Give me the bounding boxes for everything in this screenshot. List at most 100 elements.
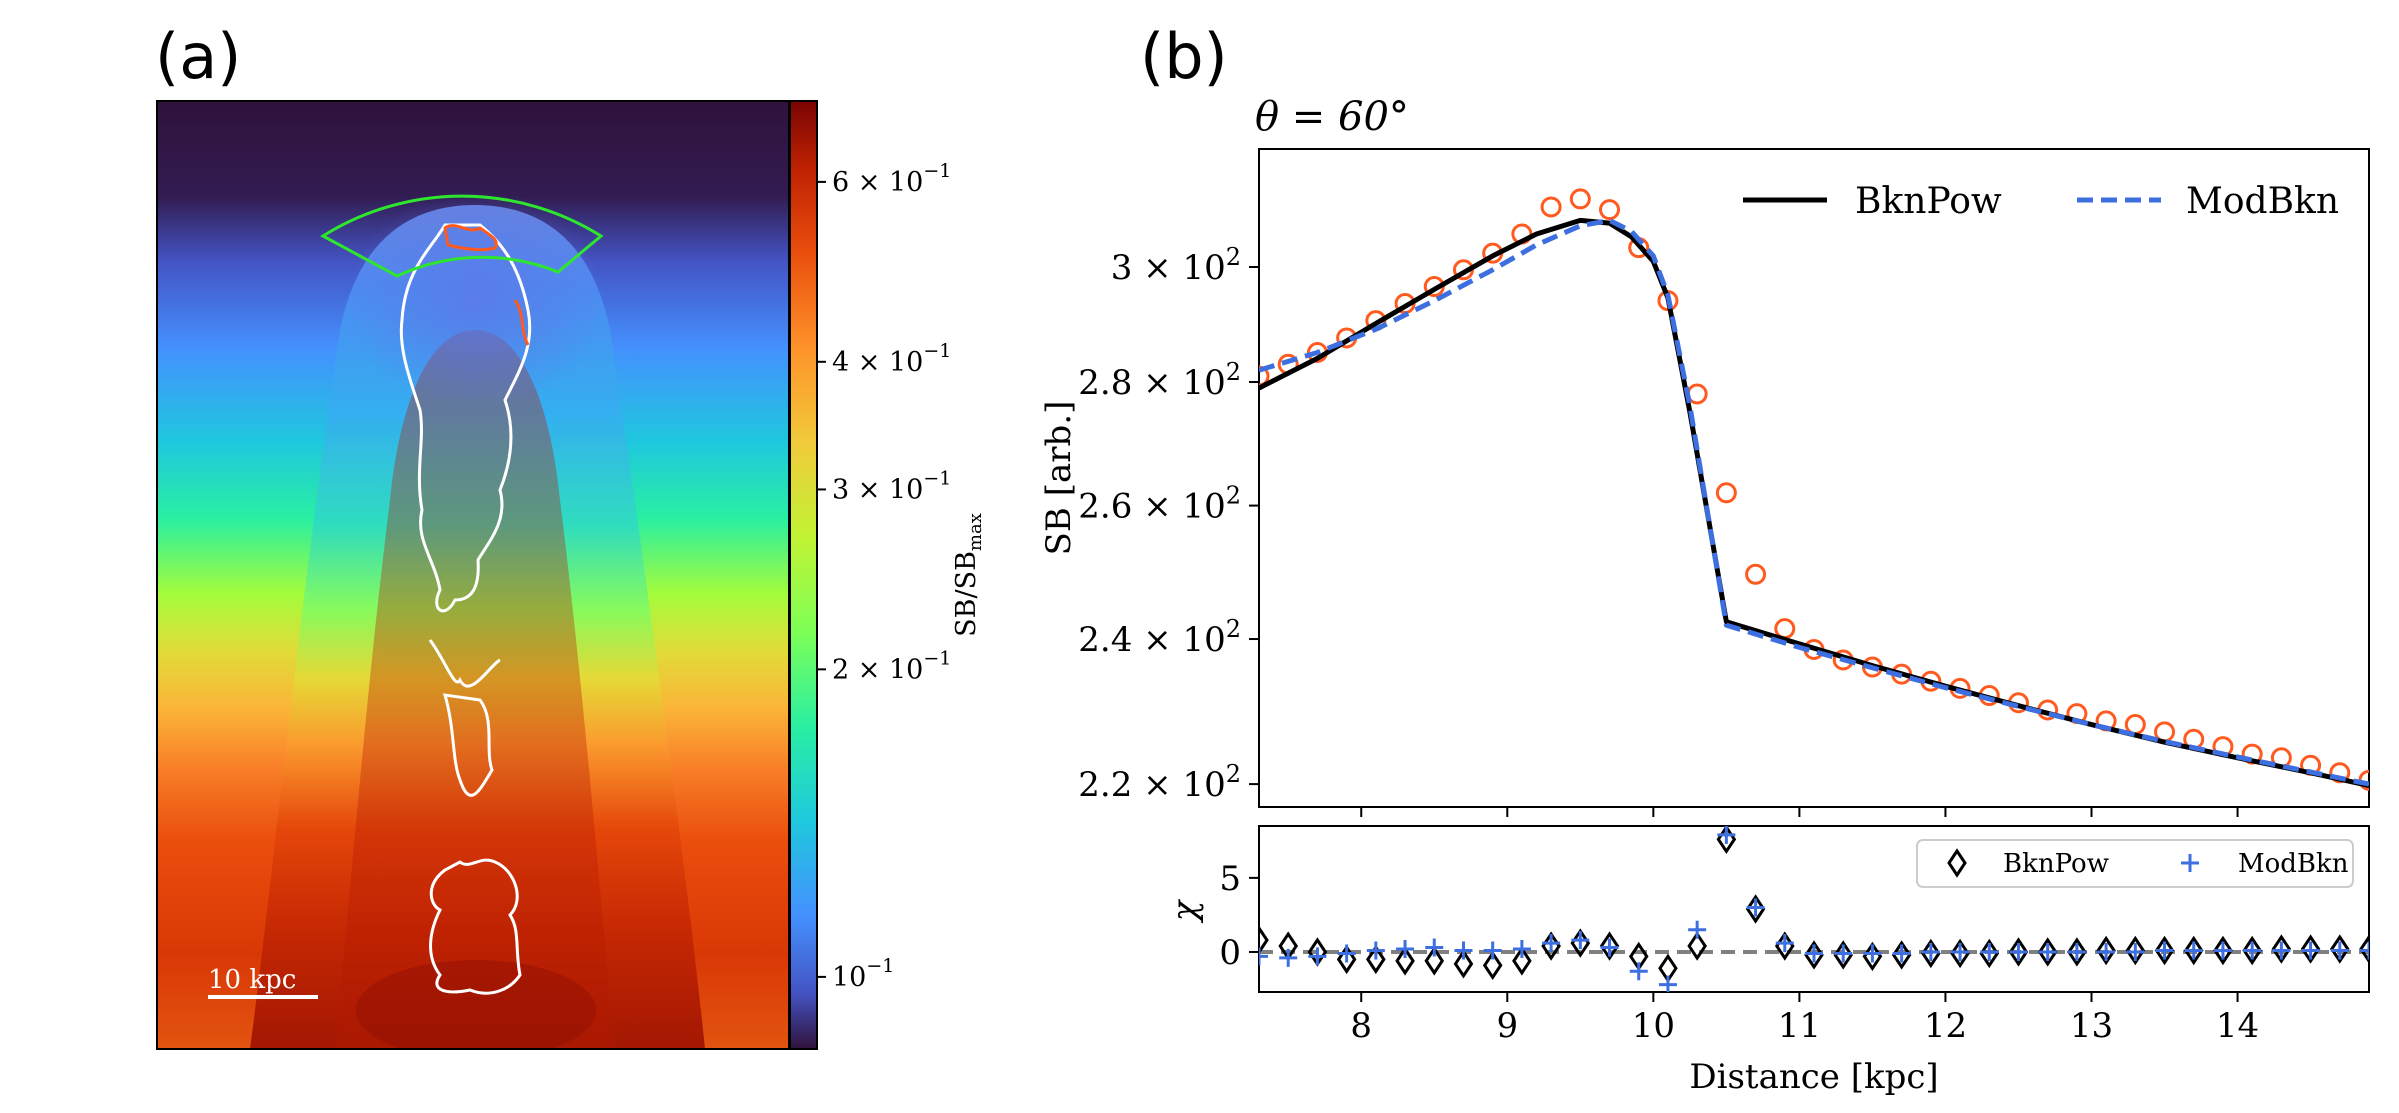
chi-bknpow-marker xyxy=(1395,946,1415,976)
legend-bknpow-label: BknPow xyxy=(1855,181,2002,222)
chi-bknpow-marker xyxy=(1804,940,1824,970)
data-point-circle xyxy=(1259,365,1270,387)
data-point-circle xyxy=(1540,196,1562,218)
chi-bknpow-marker xyxy=(1950,938,1970,969)
chi-modbkn-marker xyxy=(2213,941,2232,960)
chi-bknpow-marker xyxy=(1833,940,1854,970)
top-ytick-label: 2.2 × 102 xyxy=(1078,760,1241,805)
xtick-label: 13 xyxy=(2070,1006,2113,1046)
chi-modbkn-marker xyxy=(1805,944,1823,963)
chi-modbkn-marker xyxy=(2243,941,2262,960)
chi-bknpow-marker xyxy=(1366,944,1386,975)
chi-bknpow-marker xyxy=(1259,925,1269,955)
legend-modbkn-marker xyxy=(2181,854,2199,872)
chi-modbkn-marker xyxy=(2360,941,2369,960)
chi-modbkn-marker xyxy=(2155,941,2174,960)
chi-bknpow-marker xyxy=(1979,938,2000,969)
chi-bknpow-marker xyxy=(2329,934,2350,964)
top-ytick-label: 3 × 102 xyxy=(1111,243,1241,288)
chi-modbkn-marker xyxy=(2009,942,2028,961)
chi-bknpow-marker xyxy=(1599,931,1620,961)
chi-modbkn-marker xyxy=(1746,898,1765,917)
chi-bknpow-marker xyxy=(2183,935,2204,966)
top-ytick-label: 2.4 × 102 xyxy=(1078,615,1241,660)
chi-bknpow-marker xyxy=(2008,937,2029,967)
xtick-label: 11 xyxy=(1778,1006,1821,1046)
chi-bknpow-marker xyxy=(1482,950,1503,981)
chi-modbkn-marker xyxy=(1259,947,1268,966)
chi-modbkn-marker xyxy=(1980,942,1999,961)
chi-bknpow-marker xyxy=(2067,937,2087,967)
chi-bknpow-marker xyxy=(1512,946,1532,976)
chi-modbkn-marker xyxy=(1279,948,1298,967)
chi-modbkn-marker xyxy=(2038,942,2057,961)
legend-bknpow-label-small: BknPow xyxy=(2003,849,2109,879)
xtick-label: 12 xyxy=(1924,1006,1967,1046)
data-point-circle xyxy=(1569,188,1591,210)
chi-bknpow-marker xyxy=(2154,935,2175,966)
chi-modbkn-marker xyxy=(1629,962,1648,981)
top-legend: BknPow ModBkn xyxy=(1743,181,2339,222)
chi-modbkn-marker xyxy=(2301,941,2320,960)
chi-modbkn-marker xyxy=(1688,920,1707,939)
panel-a-label: (a) xyxy=(155,20,241,93)
chi-bknpow-marker xyxy=(1921,938,1941,969)
panel-b-label: (b) xyxy=(1140,20,1228,93)
xtick-label: 9 xyxy=(1496,1006,1518,1046)
legend-modbkn-label: ModBkn xyxy=(2186,181,2339,222)
chi-modbkn-marker xyxy=(1951,942,1970,961)
chi-modbkn-marker xyxy=(1542,934,1561,953)
chi-modbkn-marker xyxy=(1396,940,1415,959)
colorbar-tick-label: 3 × 10−1 xyxy=(832,467,951,505)
wedge-region xyxy=(320,194,604,278)
chi-bknpow-marker xyxy=(2242,935,2262,966)
chi-modbkn-marker xyxy=(1571,931,1590,950)
top-ylabel: SB [arb.] xyxy=(1039,401,1079,556)
top-ytick-label: 2.8 × 102 xyxy=(1078,358,1241,403)
hotspot-contours xyxy=(443,224,530,346)
chi-bknpow-marker xyxy=(2359,934,2369,964)
chi-modbkn-marker xyxy=(1600,938,1619,957)
sb-profile-plot: 2.2 × 102 2.4 × 102 2.6 × 102 2.8 × 102 3 × … xyxy=(1078,148,2370,817)
chi-bknpow-marker xyxy=(1745,894,1766,924)
colorbar-frame xyxy=(789,100,818,1050)
chi-modbkn-marker xyxy=(1483,941,1502,960)
chi-modbkn-marker xyxy=(1337,944,1356,963)
colorbar-tick-label: 10−1 xyxy=(832,955,894,993)
chi-modbkn-marker xyxy=(1717,826,1736,844)
chi-modbkn-marker xyxy=(1834,944,1853,963)
chi-modbkn-marker xyxy=(2184,941,2203,960)
chi-bknpow-marker xyxy=(2125,935,2146,966)
colorbar-label: SB/SBmax xyxy=(951,513,986,637)
chi-modbkn-marker xyxy=(1863,944,1882,963)
bottom-ytick-label: 0 xyxy=(1219,933,1241,973)
chi-bknpow-marker xyxy=(1336,944,1357,975)
chi-modbkn-marker xyxy=(1775,934,1794,953)
chi-bknpow-marker xyxy=(2213,935,2233,966)
chi-modbkn-marker xyxy=(1892,944,1911,963)
data-point-circle xyxy=(1745,563,1767,585)
legend-modbkn-label-small: ModBkn xyxy=(2238,849,2349,879)
data-point-circle xyxy=(1599,199,1621,221)
chi-bknpow-marker xyxy=(1424,946,1445,976)
chi-bknpow-marker xyxy=(2037,937,2058,967)
bottom-legend-box xyxy=(1916,839,2354,888)
top-ytick-label: 2.6 × 102 xyxy=(1078,482,1241,527)
bottom-ylabel: χ xyxy=(1165,898,1205,923)
colorbar-tick-label: 2 × 10−1 xyxy=(832,647,951,685)
chi-bknpow-marker xyxy=(1891,940,1912,970)
chi-bknpow-marker xyxy=(1687,931,1707,961)
chi-modbkn-marker xyxy=(1454,941,1473,960)
chi-modbkn-marker xyxy=(1366,941,1385,960)
chi-modbkn-marker xyxy=(1658,975,1677,992)
simulation-image xyxy=(157,101,789,1049)
chi-modbkn-marker xyxy=(2126,942,2145,961)
xlabel: Distance [kpc] xyxy=(1689,1057,1938,1097)
chi-modbkn-marker xyxy=(2272,941,2291,960)
chi-bknpow-marker xyxy=(2271,934,2292,964)
chi-modbkn-marker xyxy=(1512,940,1531,959)
bottom-ytick-label: 5 xyxy=(1219,859,1241,899)
legend-bknpow-marker xyxy=(1947,848,1967,878)
bottom-legend: BknPow ModBkn xyxy=(1916,839,2354,888)
